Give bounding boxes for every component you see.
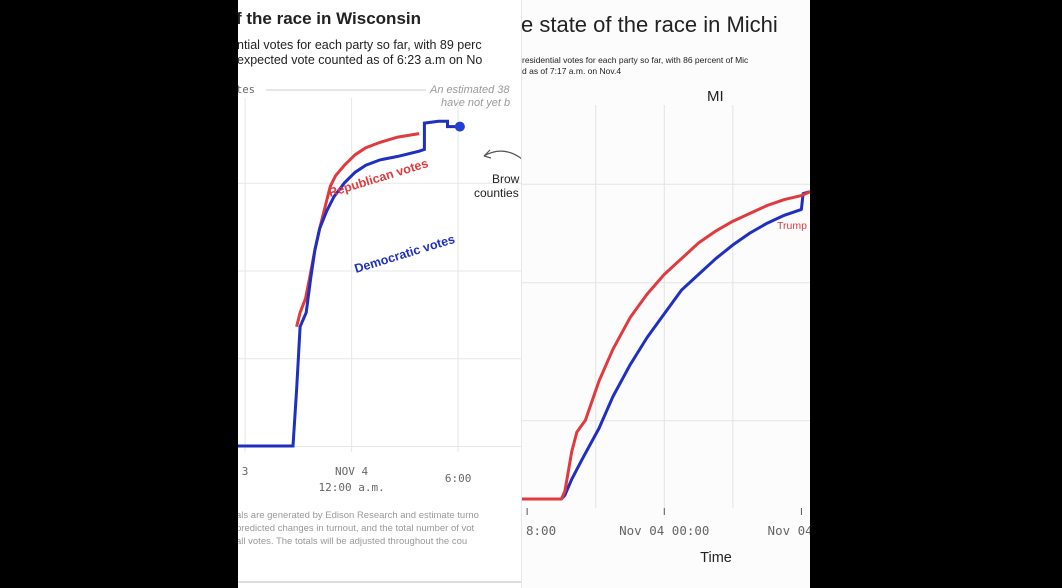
blue-votes-line [522, 190, 810, 501]
wisconsin-footnote-3: all votes. The totals will be adjusted t… [238, 536, 467, 547]
wisconsin-arrow-head [483, 149, 492, 159]
michigan-title: e state of the race in Michi [522, 12, 778, 37]
wisconsin-x-tick-label-2: 6:00 [445, 472, 472, 485]
republican-votes-line [295, 132, 420, 328]
wisconsin-title: f the race in Wisconsin [238, 9, 421, 28]
republican-series-label: Republican votes [327, 156, 430, 200]
wisconsin-subtitle-1: ntial votes for each party so far, with … [238, 38, 482, 52]
wisconsin-annotation-arrow [483, 150, 522, 160]
wisconsin-annotation-estimate-1: An estimated 38 [429, 84, 510, 96]
wisconsin-x-tick-label-1: NOV 4 [335, 465, 368, 478]
michigan-subtitle-2: d as of 7:17 a.m. on Nov.4 [522, 66, 621, 76]
michigan-panel-label: MI [707, 88, 724, 105]
michigan-x-axis-label: Time [700, 550, 732, 566]
michigan-series [522, 190, 810, 501]
michigan-x-tick-label-0: 8:00 [526, 523, 556, 538]
wisconsin-subtitle-2: expected vote counted as of 6:23 a.m on … [238, 53, 482, 67]
michigan-x-ticks: 8:00 Nov 04 00:00 Nov 04 06 [526, 508, 810, 538]
wisconsin-end-marker [454, 121, 465, 132]
michigan-x-tick-label-2: Nov 04 06 [768, 523, 810, 538]
wisconsin-footnote-2: predicted changes in turnout, and the to… [238, 523, 475, 534]
wisconsin-x-tick-sublabel-1: 12:00 a.m. [318, 481, 384, 494]
democratic-series-label: Democratic votes [353, 232, 457, 276]
wisconsin-panel: f the race in Wisconsin ntial votes for … [238, 0, 522, 588]
wisconsin-annotation-counties-2: counties [474, 186, 519, 200]
michigan-chart: e state of the race in Michi residential… [522, 12, 810, 566]
wisconsin-grid [238, 98, 522, 452]
wisconsin-footnote-1: als are generated by Edison Research and… [238, 510, 479, 521]
trump-series-label: Trump [777, 220, 807, 232]
wisconsin-x-ticks: 3 NOV 4 12:00 a.m. 6:00 [242, 465, 472, 494]
michigan-grid [522, 105, 810, 508]
wisconsin-annotation-estimate-2: have not yet b [441, 97, 510, 109]
michigan-x-tick-label-1: Nov 04 00:00 [619, 523, 709, 538]
wisconsin-y-label: tes [238, 84, 255, 96]
democratic-votes-line [238, 119, 460, 448]
trump-votes-line [522, 190, 810, 501]
wisconsin-series [238, 119, 465, 448]
michigan-subtitle-1: residential votes for each party so far,… [522, 55, 749, 65]
wisconsin-x-tick-label-0: 3 [242, 465, 249, 478]
michigan-panel: e state of the race in Michi residential… [522, 0, 810, 588]
wisconsin-annotation-counties-1: Brow [492, 172, 520, 186]
wisconsin-chart: f the race in Wisconsin ntial votes for … [238, 9, 522, 583]
